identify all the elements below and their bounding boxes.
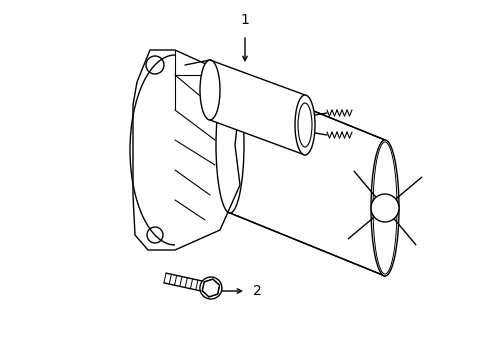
Polygon shape	[209, 60, 305, 155]
Ellipse shape	[294, 95, 314, 155]
Text: 2: 2	[252, 284, 261, 298]
Ellipse shape	[216, 77, 244, 213]
Ellipse shape	[200, 60, 220, 120]
Text: 1: 1	[240, 13, 249, 27]
Circle shape	[370, 194, 398, 222]
Ellipse shape	[370, 140, 398, 276]
Polygon shape	[133, 50, 240, 250]
Circle shape	[147, 227, 163, 243]
Circle shape	[146, 56, 163, 74]
Circle shape	[200, 277, 222, 299]
Polygon shape	[229, 77, 384, 276]
